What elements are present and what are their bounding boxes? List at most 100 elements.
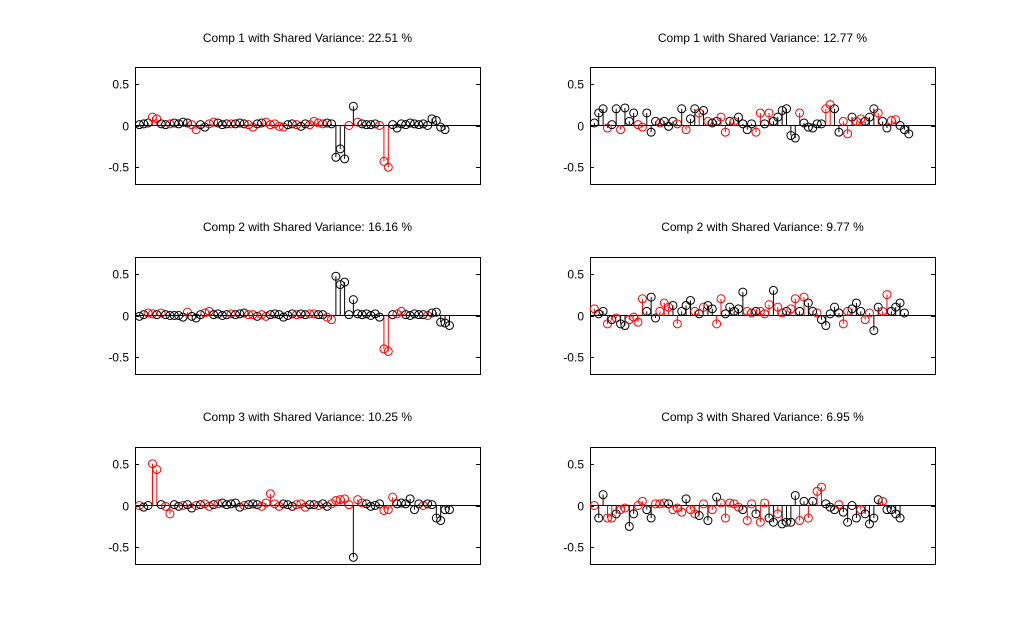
stem-marker xyxy=(444,321,454,331)
stem-marker xyxy=(598,104,608,114)
stem-marker xyxy=(651,313,661,323)
stem-marker xyxy=(300,119,310,129)
stem-marker xyxy=(664,499,674,509)
y-tick-label: -0.5 xyxy=(108,541,129,555)
y-tick-label: -0.5 xyxy=(563,541,584,555)
stem-marker xyxy=(816,482,826,492)
stem-marker xyxy=(707,304,717,314)
subplot-comp2-left: Comp 2 with Shared Variance: 16.16 % 0.5… xyxy=(108,220,481,375)
stem-marker xyxy=(252,500,262,510)
stem-marker xyxy=(239,308,249,318)
stem-marker xyxy=(204,501,214,511)
stem-marker xyxy=(348,101,358,111)
stem-marker xyxy=(353,309,363,319)
stem-marker xyxy=(699,105,709,115)
stem-marker xyxy=(799,496,809,506)
stem-marker xyxy=(388,492,398,502)
stem-marker xyxy=(418,310,428,320)
stem-marker xyxy=(143,308,153,318)
stem-marker xyxy=(812,308,822,318)
stem-marker xyxy=(182,118,192,128)
subplot-title: Comp 2 with Shared Variance: 16.16 % xyxy=(203,220,413,234)
stem-marker xyxy=(712,492,722,502)
stem-marker xyxy=(668,505,678,515)
stem-marker xyxy=(668,116,678,126)
stem-marker xyxy=(396,119,406,129)
stem-marker xyxy=(873,108,883,118)
stem-marker xyxy=(760,498,770,508)
stem-marker xyxy=(607,315,617,325)
stem-marker xyxy=(830,302,840,312)
stem-marker xyxy=(864,519,874,529)
stem-marker xyxy=(755,306,765,316)
stem-marker xyxy=(633,317,643,327)
stem-marker xyxy=(738,287,748,297)
stem-marker xyxy=(882,290,892,300)
stem-marker xyxy=(283,500,293,510)
stem-marker xyxy=(248,499,258,509)
stem-marker xyxy=(707,505,717,515)
subplot-comp1-right: Comp 1 with Shared Variance: 12.77 % 0.5… xyxy=(563,31,936,185)
stem-marker xyxy=(147,309,157,319)
stem-marker xyxy=(637,294,647,304)
stem-marker xyxy=(891,115,901,125)
stem-marker xyxy=(733,112,743,122)
stem-marker xyxy=(834,127,844,137)
stem-marker xyxy=(856,114,866,124)
stem-marker xyxy=(803,298,813,308)
subplot-title: Comp 2 with Shared Variance: 9.77 % xyxy=(661,220,864,234)
stem-marker xyxy=(751,127,761,137)
stem-marker xyxy=(331,271,341,281)
stem-marker xyxy=(444,505,454,515)
stem-marker xyxy=(768,517,778,527)
stem-marker xyxy=(725,498,735,508)
stem-marker xyxy=(878,496,888,506)
stem-marker xyxy=(677,104,687,114)
stem-marker xyxy=(747,119,757,129)
stem-marker xyxy=(838,116,848,126)
stem-marker xyxy=(169,311,179,320)
stem-marker xyxy=(659,498,669,508)
stem-marker xyxy=(340,277,350,287)
stem-marker xyxy=(261,311,271,321)
stem-marker xyxy=(287,119,297,129)
stem-marker xyxy=(795,108,805,118)
stem-marker xyxy=(834,308,844,318)
stem-marker xyxy=(165,509,175,519)
stem-marker xyxy=(703,516,713,526)
stem-marker xyxy=(357,498,367,508)
stem-marker xyxy=(165,311,175,320)
stem-marker xyxy=(427,114,437,124)
stem-marker xyxy=(178,117,188,127)
stem-marker xyxy=(348,552,358,562)
stem-marker xyxy=(248,310,258,320)
stem-marker xyxy=(226,309,236,319)
stem-marker xyxy=(873,495,883,505)
stem-marker xyxy=(616,125,626,135)
stem-marker xyxy=(624,315,634,325)
stem-marker xyxy=(620,321,630,331)
stem-marker xyxy=(440,125,450,135)
stem-marker xyxy=(340,494,350,504)
stem-marker xyxy=(598,490,608,500)
y-tick-label: -0.5 xyxy=(108,351,129,365)
stem-marker xyxy=(147,112,157,122)
stem-marker xyxy=(344,500,354,510)
stem-marker xyxy=(598,306,608,316)
stem-marker xyxy=(629,108,639,118)
stem-marker xyxy=(252,311,262,321)
stem-marker xyxy=(742,516,752,526)
stem-marker xyxy=(716,498,726,508)
subplot-title: Comp 3 with Shared Variance: 6.95 % xyxy=(661,410,864,424)
stem-marker xyxy=(803,513,813,523)
stem-marker xyxy=(300,502,310,512)
stem-marker xyxy=(895,513,905,523)
stem-marker xyxy=(764,108,774,118)
stem-marker xyxy=(869,326,879,336)
stem-marker xyxy=(139,502,149,512)
stem-marker xyxy=(677,507,687,517)
stem-marker xyxy=(742,125,752,135)
y-tick-label: 0.5 xyxy=(567,268,584,282)
stem-marker xyxy=(235,502,245,512)
stem-marker xyxy=(174,501,184,511)
